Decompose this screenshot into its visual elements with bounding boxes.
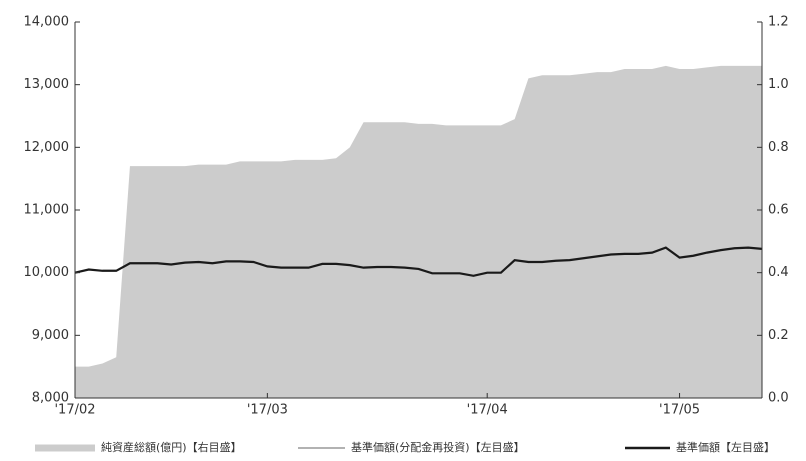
- y2-tick-label: 1.2: [768, 15, 789, 30]
- y2-tick-label: 0.8: [768, 140, 789, 155]
- y-tick-label: 13,000: [24, 77, 70, 92]
- x-tick-label: '17/05: [659, 403, 700, 418]
- legend-label: 基準価額【左目盛】: [676, 440, 775, 454]
- y2-tick-label: 0.2: [768, 328, 789, 343]
- y2-tick-label: 0.6: [768, 203, 789, 218]
- legend-label: 基準価額(分配金再投資)【左目盛】: [351, 440, 525, 454]
- y2-tick-label: 0.4: [768, 265, 789, 280]
- legend-label: 純資産総額(億円)【右目盛】: [101, 440, 242, 454]
- y-tick-label: 10,000: [24, 265, 70, 280]
- y2-tick-label: 0.0: [768, 391, 789, 406]
- line: [74, 246, 763, 277]
- area: [75, 65, 762, 398]
- y-tick-label: 8,000: [32, 391, 69, 406]
- y-tick-label: 9,000: [32, 328, 69, 343]
- x-tick-label: '17/02: [54, 403, 95, 418]
- y2-tick-label: 1.0: [768, 77, 789, 92]
- y-tick-label: 11,000: [24, 203, 70, 218]
- y-tick-label: 12,000: [24, 140, 70, 155]
- y-tick-label: 14,000: [24, 15, 70, 30]
- x-tick-label: '17/03: [247, 403, 288, 418]
- x-tick-label: '17/04: [467, 403, 508, 418]
